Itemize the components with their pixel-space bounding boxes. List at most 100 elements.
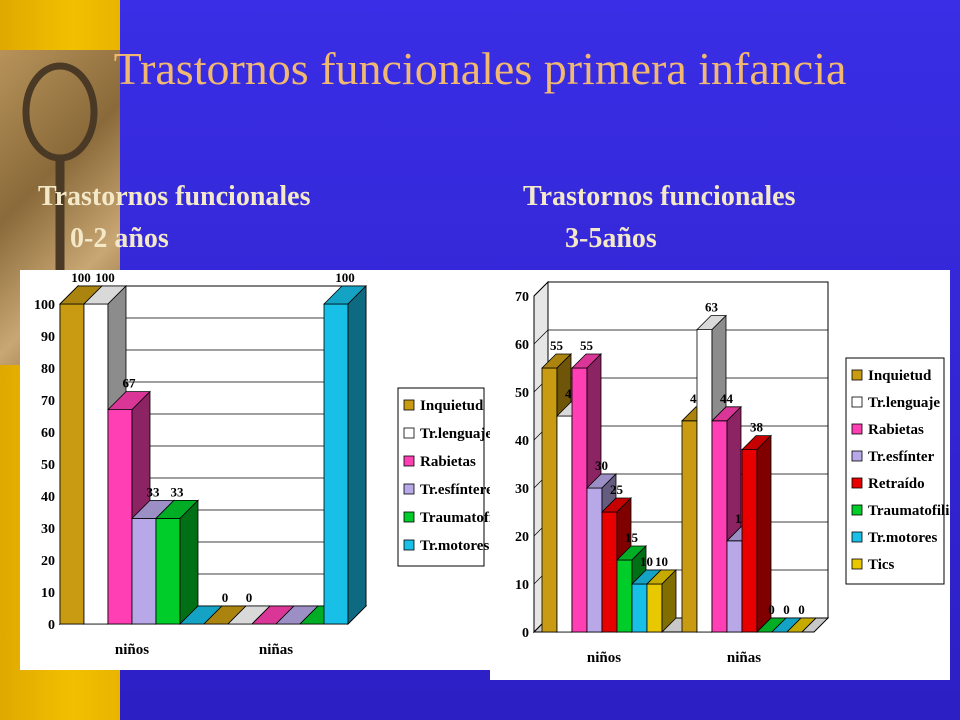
bar-side [347, 285, 367, 625]
data-label: 25 [610, 482, 624, 497]
bar-front [631, 583, 648, 633]
y-tick-label: 40 [515, 434, 529, 449]
data-label: 33 [147, 484, 161, 499]
legend-label: Tr.motores [420, 538, 489, 554]
data-label: 100 [335, 270, 355, 285]
legend-label: Inquietud [868, 368, 932, 384]
legend-label: Rabietas [868, 422, 924, 438]
legend-swatch [403, 539, 415, 551]
y-tick-label: 50 [515, 386, 529, 401]
bar-side [801, 617, 817, 633]
bar-front [59, 303, 85, 625]
y-tick-label: 30 [41, 522, 55, 537]
y-tick-label: 0 [48, 618, 55, 633]
legend-label: Inquietud [420, 398, 484, 414]
bar-front [726, 540, 743, 633]
category-label: niños [115, 642, 149, 658]
legend-swatch [851, 450, 863, 462]
y-tick-label: 60 [41, 426, 55, 441]
category-label: niñas [727, 650, 761, 666]
data-label: 63 [705, 300, 719, 315]
legend-swatch [851, 477, 863, 489]
category-label: niños [587, 650, 621, 666]
data-label: 30 [595, 458, 608, 473]
legend-label: Tr.lenguaje [868, 395, 940, 411]
legend-label: Tr.lenguaje [420, 426, 490, 442]
legend-swatch [851, 558, 863, 570]
y-tick-label: 70 [515, 290, 529, 305]
data-label: 44 [720, 391, 734, 406]
data-label: 0 [783, 602, 790, 617]
bar-front [601, 511, 618, 633]
data-label: 55 [550, 338, 564, 353]
y-tick-label: 90 [41, 330, 55, 345]
y-tick-label: 40 [41, 490, 55, 505]
subtitle-right-line2: 3-5años [565, 223, 657, 254]
data-label: 10 [655, 554, 668, 569]
bar-front [741, 449, 758, 633]
subtitle-right-line1: Trastornos funcionales [523, 181, 796, 212]
bar-front [586, 487, 603, 633]
legend-label: Traumatofilia [868, 503, 950, 519]
legend-label: Traumatofilia [420, 510, 490, 526]
bar-front [571, 367, 588, 633]
legend-swatch [403, 399, 415, 411]
data-label: 15 [625, 530, 639, 545]
data-label: 0 [768, 602, 775, 617]
slide-title: Trastornos funcionales primera infancia [113, 43, 847, 94]
data-label: 0 [246, 590, 253, 605]
bar-front [696, 329, 713, 633]
legend-label: Tics [868, 557, 895, 573]
legend-swatch [851, 369, 863, 381]
bar-front [541, 367, 558, 633]
gridline [533, 281, 828, 297]
data-label: 0 [222, 590, 229, 605]
legend-swatch [851, 423, 863, 435]
legend-swatch [403, 483, 415, 495]
y-tick-label: 20 [41, 554, 55, 569]
y-tick-label: 0 [522, 626, 529, 641]
legend-label: Retraído [868, 476, 925, 492]
bar-front [681, 420, 698, 633]
bar-front [323, 303, 349, 625]
legend-box [397, 387, 485, 567]
bar-front [646, 583, 663, 633]
data-label: 10 [640, 554, 653, 569]
y-tick-label: 100 [34, 298, 55, 313]
y-tick-label: 70 [41, 394, 55, 409]
legend-label: Rabietas [420, 454, 476, 470]
data-label: 33 [171, 484, 185, 499]
subtitle-left-line1: Trastornos funcionales [38, 181, 311, 212]
data-label: 55 [580, 338, 594, 353]
bar-front [556, 415, 573, 633]
legend-label: Tr.esfínter [868, 449, 935, 465]
legend-swatch [403, 455, 415, 467]
data-label: 38 [750, 420, 764, 435]
legend-swatch [851, 396, 863, 408]
legend-box [845, 357, 945, 585]
legend-swatch [403, 511, 415, 523]
chart-0-2-years: 0 10 20 30 40 50 60 70 80 90 100 100 100 67 33 33 niños 0… [20, 270, 490, 670]
bar-front [131, 517, 157, 625]
bar-front [83, 303, 109, 625]
legend-label: Tr.esfínteres [420, 482, 490, 498]
subtitle-right: Trastornos funcionales 3-5años [523, 176, 796, 260]
y-tick-label: 50 [41, 458, 55, 473]
legend-label: Tr.motores [868, 530, 937, 546]
bar-front [711, 420, 728, 633]
y-tick-label: 10 [41, 586, 55, 601]
legend-swatch [851, 504, 863, 516]
bar-front [616, 559, 633, 633]
bar-side [179, 499, 199, 625]
bar-front [155, 517, 181, 625]
data-label: 100 [95, 270, 115, 285]
legend-swatch [851, 531, 863, 543]
bar-side [661, 569, 677, 633]
category-label: niñas [259, 642, 293, 658]
data-label: 0 [798, 602, 805, 617]
subtitle-left: Trastornos funcionales 0-2 años [38, 176, 311, 260]
bar-front [107, 409, 133, 625]
gridline [533, 329, 828, 345]
data-label: 100 [71, 270, 91, 285]
